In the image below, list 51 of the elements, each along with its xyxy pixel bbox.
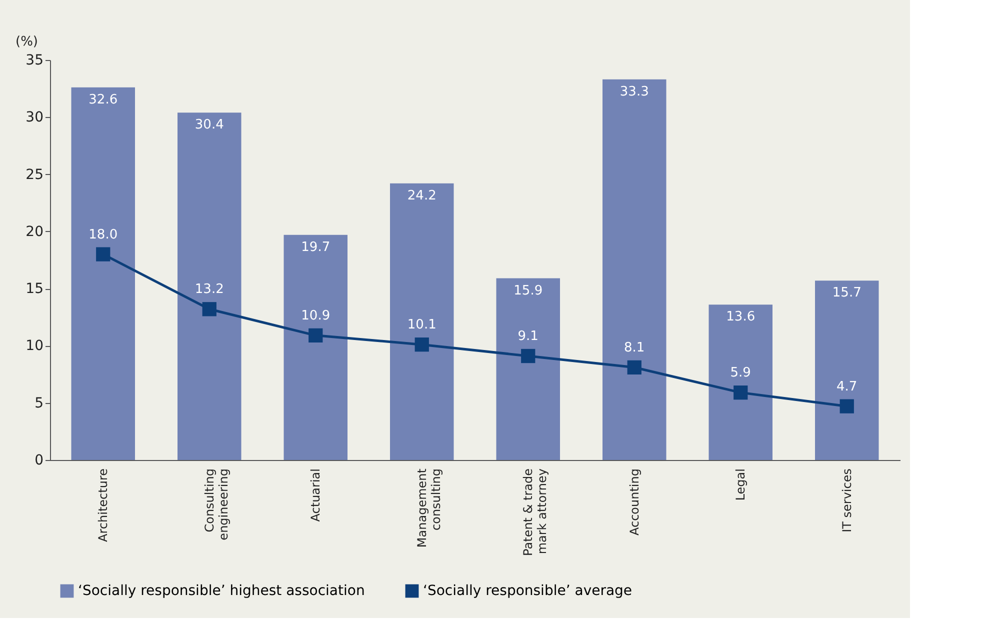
x-tick-label: Consulting engineering bbox=[202, 468, 230, 540]
y-tick-label: 30 bbox=[26, 110, 44, 126]
data-label: 8.1 bbox=[624, 340, 645, 356]
x-tick-label: Architecture bbox=[96, 468, 110, 542]
bar bbox=[178, 112, 242, 460]
data-label: 13.6 bbox=[726, 310, 756, 325]
data-label: 32.6 bbox=[88, 92, 118, 108]
data-label: 19.7 bbox=[301, 240, 330, 255]
point bbox=[521, 348, 536, 364]
data-label: 15.7 bbox=[832, 286, 862, 301]
point bbox=[734, 386, 748, 400]
point bbox=[202, 302, 216, 316]
data-label: 9.1 bbox=[518, 329, 538, 344]
data-label: 18.0 bbox=[88, 227, 118, 242]
x-tick-label: Legal bbox=[734, 468, 748, 501]
bar bbox=[708, 304, 772, 460]
x-tick-label: IT services bbox=[840, 468, 854, 532]
point bbox=[840, 399, 854, 414]
data-label: 10.9 bbox=[301, 308, 330, 324]
data-label: 24.2 bbox=[407, 188, 436, 204]
y-axis-title: (%) bbox=[16, 34, 38, 50]
bar bbox=[71, 87, 135, 460]
data-label: 5.9 bbox=[730, 366, 751, 381]
x-tick-label: Actuarial bbox=[308, 468, 323, 522]
bar bbox=[390, 183, 454, 460]
data-label: 10.1 bbox=[407, 318, 436, 333]
y-tick-label: 15 bbox=[26, 281, 44, 298]
data-label: 15.9 bbox=[514, 283, 543, 298]
bar bbox=[815, 280, 879, 460]
data-label: 4.7 bbox=[836, 379, 858, 394]
x-tick-label: Patent & trade mark attorney bbox=[521, 468, 550, 556]
y-tick-label: 0 bbox=[34, 452, 44, 468]
data-label: 13.2 bbox=[194, 282, 224, 298]
x-tick-label: Management consulting bbox=[414, 468, 443, 548]
bar bbox=[496, 278, 560, 460]
y-tick-label: 25 bbox=[26, 166, 44, 183]
point bbox=[414, 338, 429, 352]
bar bbox=[602, 79, 666, 460]
point bbox=[96, 247, 110, 262]
point bbox=[308, 328, 323, 342]
data-label: 30.4 bbox=[194, 118, 224, 133]
data-label: 33.3 bbox=[620, 84, 649, 100]
legend-label: ‘Socially responsible’ average bbox=[423, 583, 632, 599]
y-tick-label: 35 bbox=[26, 52, 44, 68]
y-tick-label: 10 bbox=[26, 338, 44, 354]
x-tick-label: Accounting bbox=[627, 468, 642, 536]
legend-label: ‘Socially responsible’ highest association bbox=[78, 583, 365, 599]
y-tick-label: 5 bbox=[34, 395, 44, 412]
y-tick-label: 20 bbox=[26, 224, 44, 240]
bar bbox=[284, 234, 348, 460]
point bbox=[627, 360, 642, 374]
